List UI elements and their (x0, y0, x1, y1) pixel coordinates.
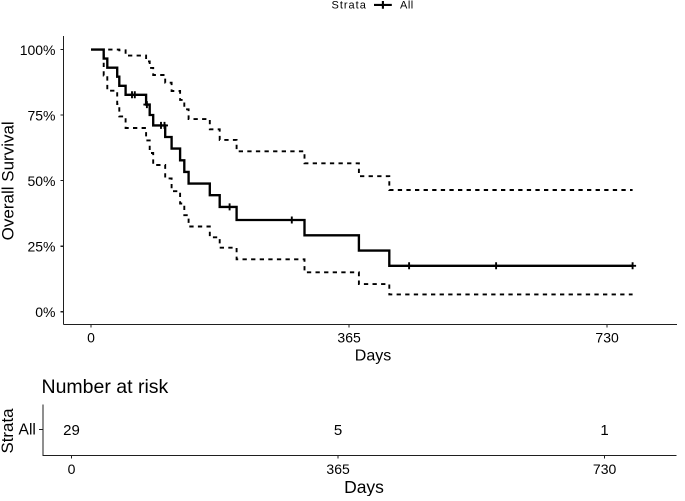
svg-text:25%: 25% (27, 239, 55, 255)
svg-text:Strata: Strata (332, 0, 367, 12)
svg-text:100%: 100% (20, 42, 56, 58)
svg-text:0: 0 (68, 461, 76, 477)
svg-text:Days: Days (344, 477, 384, 496)
svg-text:50%: 50% (27, 173, 55, 189)
svg-text:365: 365 (326, 461, 350, 477)
svg-text:0: 0 (87, 330, 95, 346)
svg-text:5: 5 (334, 422, 342, 439)
svg-text:Number at risk: Number at risk (42, 376, 169, 398)
svg-text:0%: 0% (35, 304, 55, 320)
svg-text:Days: Days (355, 347, 391, 364)
svg-text:Strata: Strata (0, 408, 17, 454)
svg-text:29: 29 (63, 422, 80, 439)
svg-text:730: 730 (593, 461, 617, 477)
svg-text:75%: 75% (27, 108, 55, 124)
svg-text:730: 730 (595, 330, 619, 346)
svg-text:1: 1 (600, 422, 608, 439)
svg-text:Overall Survival: Overall Survival (0, 121, 18, 240)
svg-text:All: All (400, 0, 414, 12)
svg-text:365: 365 (337, 330, 361, 346)
svg-text:All: All (19, 422, 36, 439)
